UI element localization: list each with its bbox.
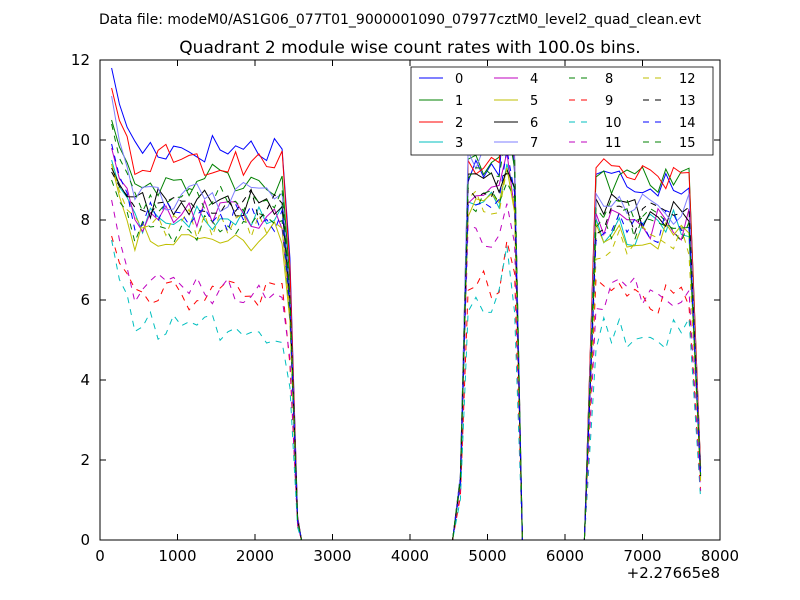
x-tick-label: 8000 bbox=[701, 547, 739, 565]
series-line-2 bbox=[111, 87, 702, 541]
series-line-12 bbox=[111, 163, 702, 541]
x-tick-label: 6000 bbox=[546, 547, 584, 565]
legend-label-3: 3 bbox=[455, 136, 463, 151]
legend-label-14: 14 bbox=[679, 116, 696, 131]
legend-label-0: 0 bbox=[455, 72, 463, 87]
legend-label-10: 10 bbox=[605, 116, 622, 131]
x-tick-label: 0 bbox=[95, 547, 105, 565]
legend-label-1: 1 bbox=[455, 94, 463, 109]
legend-label-7: 7 bbox=[530, 136, 538, 151]
series-line-8 bbox=[111, 179, 702, 541]
y-tick-label: 10 bbox=[71, 131, 90, 149]
series-line-5 bbox=[111, 163, 702, 541]
legend-label-12: 12 bbox=[679, 72, 696, 87]
chart-suptitle: Data file: modeM0/AS1G06_077T01_90000010… bbox=[99, 12, 701, 28]
chart-title: Quadrant 2 module wise count rates with … bbox=[179, 38, 640, 58]
x-tick-label: 7000 bbox=[623, 547, 661, 565]
legend-label-13: 13 bbox=[679, 94, 696, 109]
y-tick-label: 6 bbox=[80, 291, 90, 309]
legend-label-9: 9 bbox=[605, 94, 613, 109]
legend-label-6: 6 bbox=[530, 116, 538, 131]
legend-label-11: 11 bbox=[605, 136, 622, 151]
x-tick-label: 1000 bbox=[158, 547, 196, 565]
series-line-13 bbox=[111, 171, 702, 541]
x-tick-label: 3000 bbox=[313, 547, 351, 565]
y-tick-label: 12 bbox=[71, 51, 90, 69]
legend-label-5: 5 bbox=[530, 94, 538, 109]
legend-label-15: 15 bbox=[679, 136, 696, 151]
series-line-1 bbox=[111, 119, 702, 541]
y-tick-label: 4 bbox=[80, 371, 90, 389]
x-axis-offset-label: +2.27665e8 bbox=[627, 564, 720, 582]
y-tick-label: 0 bbox=[80, 531, 90, 549]
legend-label-2: 2 bbox=[455, 116, 463, 131]
series-line-14 bbox=[111, 143, 702, 541]
y-tick-label: 8 bbox=[80, 211, 90, 229]
legend-label-4: 4 bbox=[530, 72, 538, 87]
series-line-15 bbox=[111, 123, 702, 541]
series-line-9 bbox=[111, 235, 702, 541]
x-tick-label: 2000 bbox=[236, 547, 274, 565]
x-tick-label: 4000 bbox=[391, 547, 429, 565]
series-line-6 bbox=[111, 167, 702, 541]
series-line-11 bbox=[111, 199, 702, 541]
legend-frame bbox=[410, 66, 714, 156]
series-line-4 bbox=[111, 147, 702, 541]
x-tick-label: 5000 bbox=[468, 547, 506, 565]
legend-label-8: 8 bbox=[605, 72, 613, 87]
axes-layer: 0 1000 2000 3000 4000 5000 6000 7000 80000246810… bbox=[71, 51, 739, 565]
y-tick-label: 2 bbox=[80, 451, 90, 469]
